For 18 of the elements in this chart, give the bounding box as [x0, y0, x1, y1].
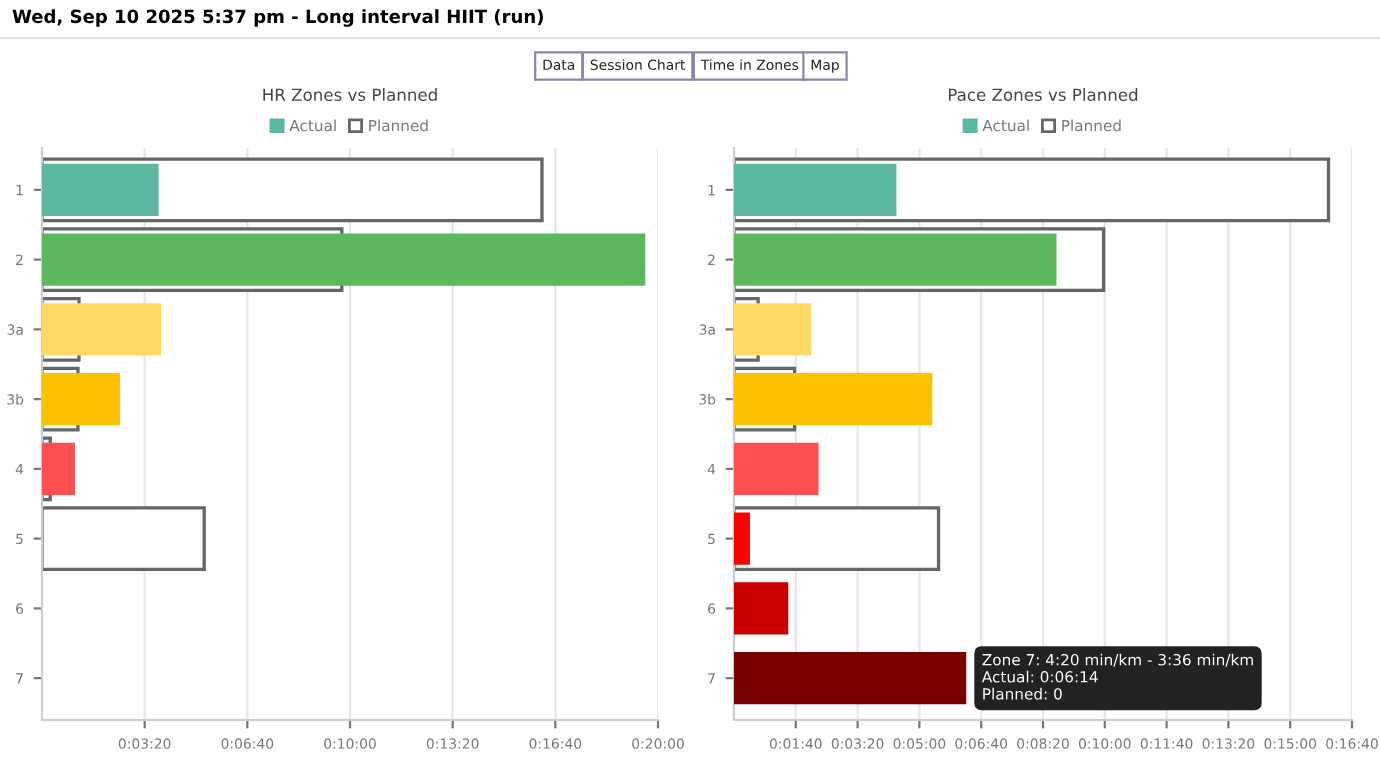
bar: [42, 372, 121, 426]
text: Wed, Sep 10 2025 5:37 pm - Long interval HIIT (run): [12, 9, 543, 27]
bar: [734, 233, 1057, 286]
bar: [734, 651, 967, 705]
bar: [42, 163, 159, 217]
bar: [734, 582, 789, 635]
bar: [42, 303, 162, 356]
chart-title: Pace Zones vs Planned: [948, 88, 1138, 102]
bar: [734, 163, 897, 217]
bar: [42, 233, 646, 286]
bar: [734, 303, 812, 356]
bar: [734, 512, 750, 565]
bar: [42, 506, 206, 571]
bar: [734, 372, 933, 426]
chart-title: HR Zones vs Planned: [263, 88, 437, 102]
bar: [734, 442, 819, 496]
bar: [734, 506, 941, 571]
bar: [42, 442, 75, 496]
